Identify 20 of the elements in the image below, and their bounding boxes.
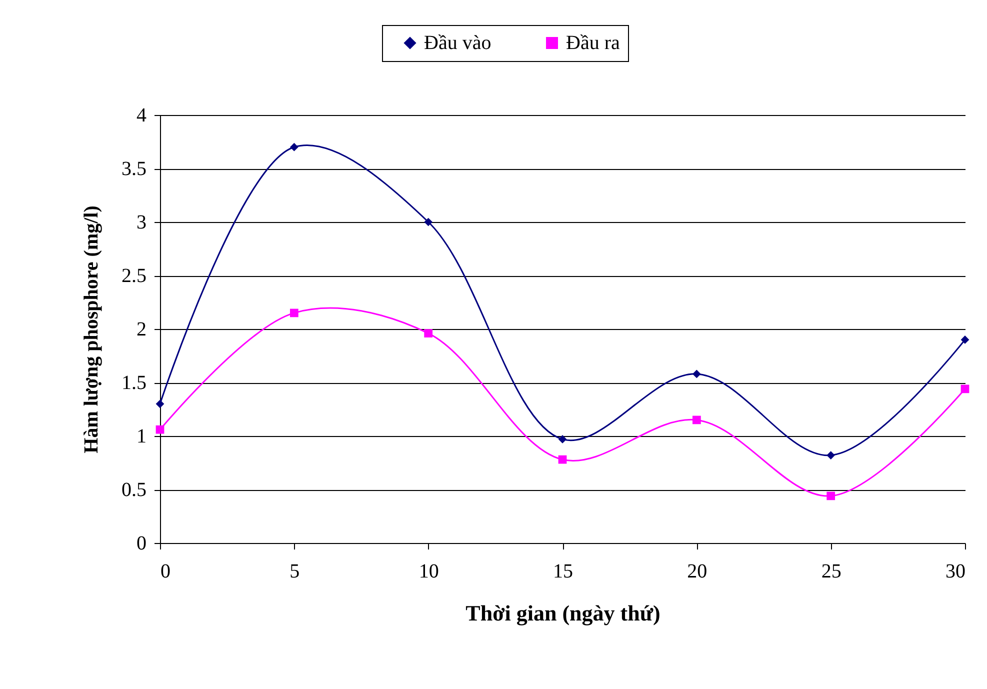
legend-label: Đầu ra <box>566 32 620 54</box>
y-tick-label: 0 <box>136 532 146 554</box>
y-tick-label: 4 <box>136 104 146 126</box>
x-tick-label: 25 <box>821 560 842 582</box>
x-tick-label: 5 <box>290 560 300 582</box>
y-tick-label: 3.5 <box>122 158 146 180</box>
x-tick-label: 15 <box>553 560 573 582</box>
x-tick-label: 0 <box>160 560 170 582</box>
y-tick-label: 2.5 <box>122 265 146 287</box>
x-tick-label: 10 <box>418 560 439 582</box>
x-axis-title: Thời gian (ngày thứ) <box>466 600 660 626</box>
y-tick-label: 3 <box>136 212 146 234</box>
y-tick-label: 1.5 <box>122 372 146 394</box>
legend-label: Đầu vào <box>424 32 492 54</box>
x-tick-label: 30 <box>946 560 966 582</box>
y-tick-label: 1 <box>136 426 146 448</box>
y-axis-title: Hàm lượng phosphore (mg/l) <box>80 206 102 454</box>
y-tick-label: 2 <box>136 318 146 340</box>
x-tick-label: 20 <box>687 560 708 582</box>
y-tick-label: 0.5 <box>122 479 146 501</box>
